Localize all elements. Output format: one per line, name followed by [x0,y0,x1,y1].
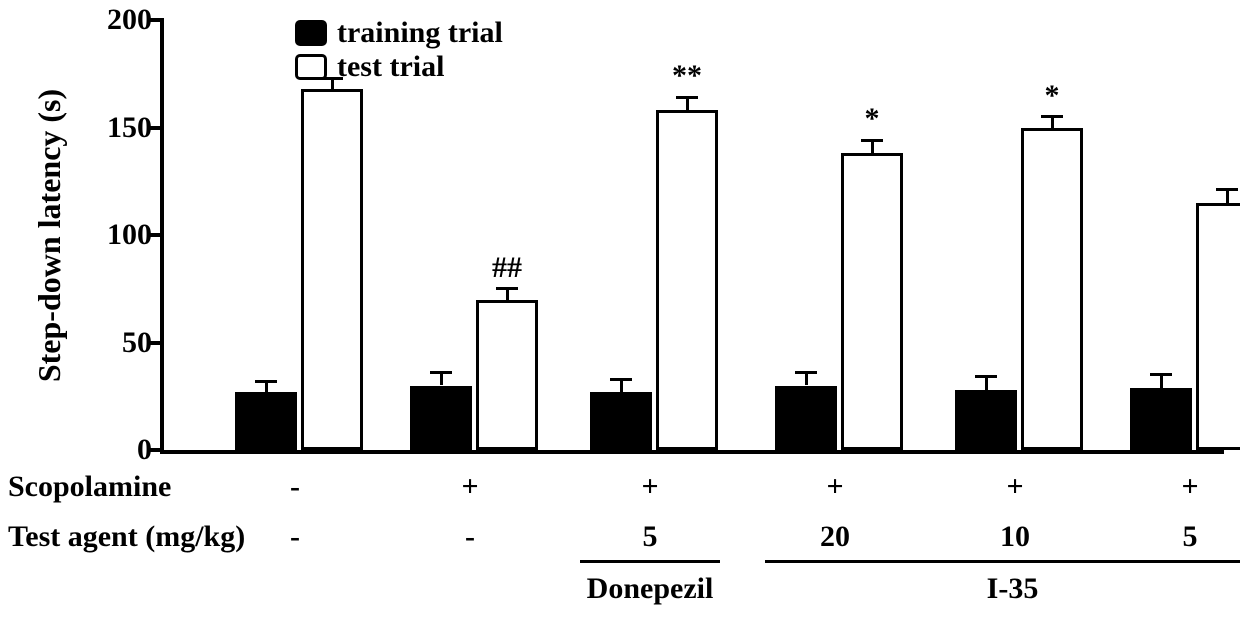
errorbar-stem [871,140,874,153]
significance-marker: * [865,102,880,136]
group-underline [580,560,720,563]
group-label: Donepezil [587,572,714,606]
errorbar-cap [676,96,698,99]
errorbar-cap [975,375,997,378]
group-underline [765,560,1240,563]
legend-item: training trial [295,16,503,50]
errorbar-cap [255,380,277,383]
condition-cell: + [641,470,658,504]
significance-marker: * [1045,79,1060,113]
significance-marker: ## [492,251,522,285]
legend-label: training trial [337,16,503,50]
ytick-mark [150,18,164,22]
errorbar-stem [686,97,689,110]
errorbar-cap [430,371,452,374]
errorbar-stem [440,373,443,386]
condition-cell: + [1181,470,1198,504]
ytick-label: 50 [72,326,152,360]
legend-item: test trial [295,50,503,84]
errorbar-cap [1150,373,1172,376]
legend-label: test trial [337,50,444,84]
errorbar-stem [265,381,268,392]
y-axis-label-wrap: Step-down latency (s) [30,20,70,450]
ytick-label: 150 [72,111,152,145]
condition-cell: - [290,470,300,504]
legend: training trialtest trial [295,16,503,84]
bar-test [1021,128,1083,451]
condition-cell: 5 [1183,520,1198,554]
ytick-label: 100 [72,218,152,252]
condition-cell: 5 [643,520,658,554]
bar-training [775,386,837,451]
legend-swatch [295,20,327,46]
bar-training [235,392,297,450]
ytick-mark [150,448,164,452]
condition-cell: - [290,520,300,554]
ytick-mark [150,126,164,130]
errorbar-cap [1216,188,1238,191]
bar-test [656,110,718,450]
bar-test [301,89,363,450]
errorbar-cap [1041,115,1063,118]
bar-test [841,153,903,450]
figure: Step-down latency (s) ##**** 05010015020… [0,0,1240,617]
group-label: I-35 [987,572,1039,606]
legend-swatch [295,54,327,80]
condition-cell: + [1006,470,1023,504]
errorbar-cap [795,371,817,374]
ytick-mark [150,341,164,345]
condition-cell: + [461,470,478,504]
condition-cell: 20 [820,520,850,554]
errorbar-stem [620,379,623,392]
ytick-mark [150,233,164,237]
errorbar-stem [506,289,509,300]
ytick-label: 0 [72,433,152,467]
errorbar-stem [805,373,808,386]
errorbar-stem [1051,117,1054,128]
plot-area: ##**** [160,20,1224,454]
errorbar-cap [610,378,632,381]
bar-training [955,390,1017,450]
errorbar-cap [496,287,518,290]
errorbar-cap [861,139,883,142]
condition-cell: 10 [1000,520,1030,554]
bar-training [590,392,652,450]
y-axis-label: Step-down latency (s) [32,88,69,381]
bar-test [476,300,538,451]
errorbar-stem [1226,190,1229,203]
bar-training [410,386,472,451]
bar-test [1196,203,1240,450]
errorbar-stem [1160,375,1163,388]
errorbar-stem [985,377,988,390]
bar-training [1130,388,1192,450]
ytick-label: 200 [72,3,152,37]
condition-cell: + [826,470,843,504]
condition-row-label: Test agent (mg/kg) [8,520,245,554]
significance-marker: ** [672,59,702,93]
condition-cell: - [465,520,475,554]
condition-row-label: Scopolamine [8,470,171,504]
